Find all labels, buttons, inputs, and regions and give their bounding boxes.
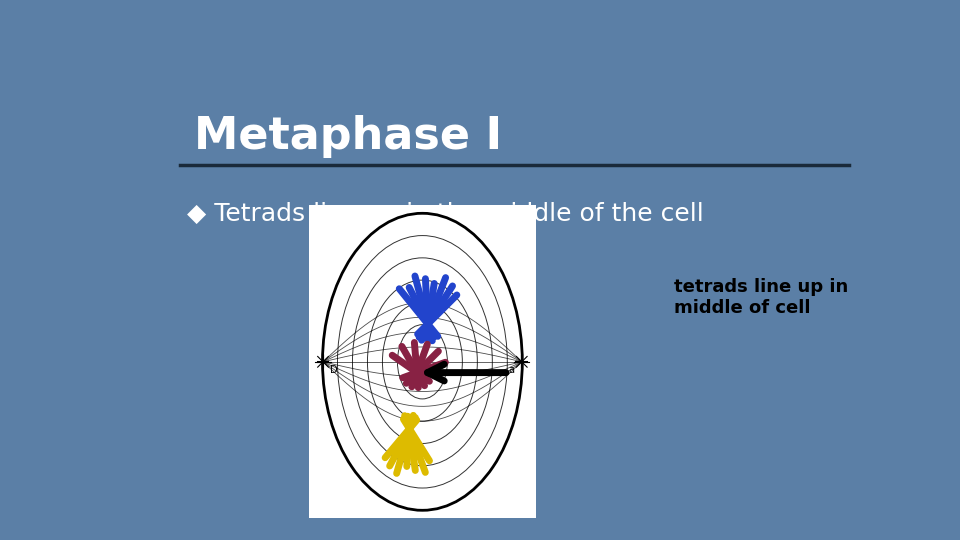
Text: D: D [330, 364, 338, 375]
Text: tetrads line up in
middle of cell: tetrads line up in middle of cell [674, 278, 849, 317]
Text: a: a [508, 364, 514, 375]
Text: Metaphase I: Metaphase I [194, 114, 502, 158]
Text: ◆ Tetrads line up in the middle of the cell: ◆ Tetrads line up in the middle of the c… [187, 202, 704, 226]
